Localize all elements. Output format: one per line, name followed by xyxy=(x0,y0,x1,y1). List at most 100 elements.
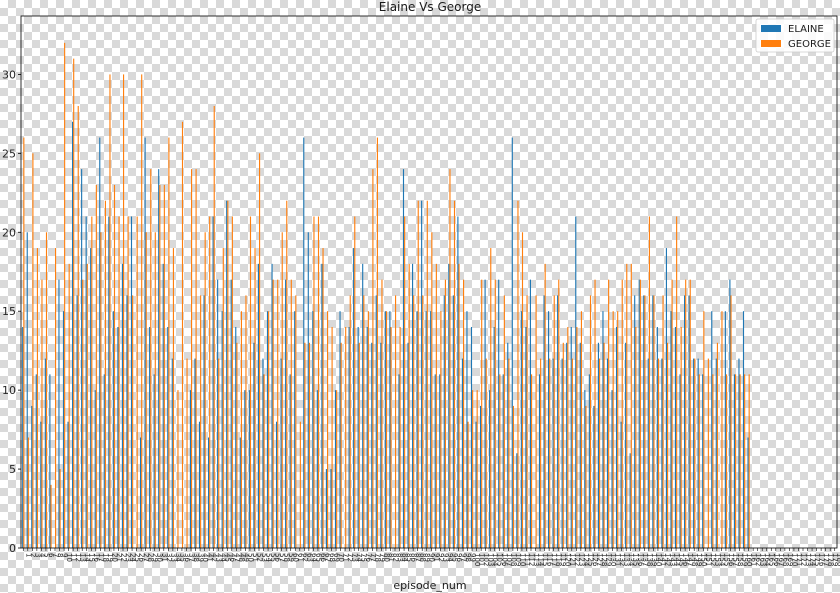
bar-elaine xyxy=(140,437,142,548)
bar-george xyxy=(104,200,106,548)
bar-elaine xyxy=(380,342,382,548)
x-tick-label: 129 xyxy=(605,553,613,566)
x-tick-label: 37 xyxy=(187,553,195,562)
bar-elaine xyxy=(76,295,78,548)
bar-george xyxy=(290,279,292,548)
x-tick-label: 101 xyxy=(478,553,486,566)
x-tick-label: 21 xyxy=(115,553,123,562)
x-tick-label: 169 xyxy=(786,553,794,566)
bar-george xyxy=(304,342,306,548)
bar-george xyxy=(349,295,351,548)
bar-elaine xyxy=(117,326,119,548)
bar-elaine xyxy=(49,374,51,548)
bar-george xyxy=(630,263,632,548)
bar-elaine xyxy=(711,311,713,548)
bar-elaine xyxy=(656,326,658,548)
bar-elaine xyxy=(643,295,645,548)
series-elaine xyxy=(22,121,749,549)
x-tick-label: 160 xyxy=(745,553,753,566)
x-tick-label: 45 xyxy=(224,553,232,562)
bar-elaine xyxy=(557,295,559,548)
bar-george xyxy=(268,311,270,548)
bar-george xyxy=(744,374,746,548)
bar-elaine xyxy=(85,216,87,549)
x-tick-label: 170 xyxy=(790,553,798,566)
x-tick-label: 90 xyxy=(428,553,436,562)
bar-elaine xyxy=(629,453,631,548)
bar-elaine xyxy=(325,469,327,548)
bar-elaine xyxy=(452,295,454,548)
bar-elaine xyxy=(262,358,264,548)
x-tick-label: 131 xyxy=(614,553,622,566)
bar-elaine xyxy=(688,295,690,548)
bar-george xyxy=(36,248,38,548)
x-tick-label: 132 xyxy=(618,553,626,566)
bar-elaine xyxy=(103,374,105,548)
bar-george xyxy=(376,137,378,549)
bar-elaine xyxy=(108,216,110,549)
bar-george xyxy=(218,358,220,548)
x-tick-label: 176 xyxy=(818,553,826,567)
x-tick-label: 103 xyxy=(487,553,495,566)
x-tick-label: 49 xyxy=(242,553,250,562)
x-tick-label: 61 xyxy=(296,553,304,562)
bar-elaine xyxy=(566,342,568,548)
bar-elaine xyxy=(303,137,305,549)
x-tick-label: 163 xyxy=(759,553,767,566)
x-tick-label: 171 xyxy=(795,553,803,566)
x-tick-label: 174 xyxy=(809,553,817,567)
bar-elaine xyxy=(362,263,364,548)
bar-george xyxy=(703,311,705,548)
bar-george xyxy=(381,279,383,548)
x-tick-label: 151 xyxy=(704,553,712,566)
bar-elaine xyxy=(507,342,509,548)
x-tick-label: 64 xyxy=(310,553,318,562)
x-tick-label: 123 xyxy=(577,553,585,566)
x-tick-label: 16 xyxy=(92,553,100,562)
bar-elaine xyxy=(312,311,314,548)
bar-elaine xyxy=(729,279,731,548)
bar-george xyxy=(472,390,474,548)
bar-george xyxy=(313,216,315,549)
x-tick-label: 39 xyxy=(197,553,205,562)
legend-label-george: GEORGE xyxy=(788,39,831,50)
bar-george xyxy=(281,232,283,548)
bar-elaine xyxy=(221,311,223,548)
x-tick-label: 55 xyxy=(269,553,277,562)
x-tick-label: 40 xyxy=(201,553,209,562)
x-tick-label: 52 xyxy=(255,553,263,562)
bar-elaine xyxy=(198,421,201,548)
bar-george xyxy=(680,326,682,548)
x-tick-label: 143 xyxy=(668,553,676,566)
x-tick-label: 27 xyxy=(142,553,150,562)
x-tick-label: 138 xyxy=(645,553,653,566)
bar-elaine xyxy=(738,358,740,548)
x-tick-label: 139 xyxy=(650,553,658,566)
bar-george xyxy=(417,200,419,548)
bar-george xyxy=(299,421,301,548)
bar-george xyxy=(64,42,66,549)
bar-george xyxy=(390,326,392,548)
bar-george xyxy=(535,295,537,548)
bar-george xyxy=(55,248,57,548)
x-tick-label: 25 xyxy=(133,553,141,562)
bar-elaine xyxy=(40,421,42,548)
bar-elaine xyxy=(384,311,386,548)
bar-elaine xyxy=(334,390,337,548)
bar-george xyxy=(136,216,138,549)
x-tick-label: 3 xyxy=(33,553,41,557)
bar-elaine xyxy=(575,216,577,549)
x-tick-label: 9 xyxy=(61,553,69,557)
bar-george xyxy=(635,326,637,548)
x-tick-label: 50 xyxy=(246,553,254,562)
x-tick-label: 58 xyxy=(283,553,291,562)
bar-elaine xyxy=(22,326,24,548)
bar-george xyxy=(272,279,274,548)
bar-elaine xyxy=(661,358,663,548)
x-tick-label: 38 xyxy=(192,553,200,562)
bar-elaine xyxy=(638,279,640,548)
bar-george xyxy=(444,279,446,548)
bar-elaine xyxy=(430,311,432,548)
x-tick-label: 33 xyxy=(169,553,177,562)
